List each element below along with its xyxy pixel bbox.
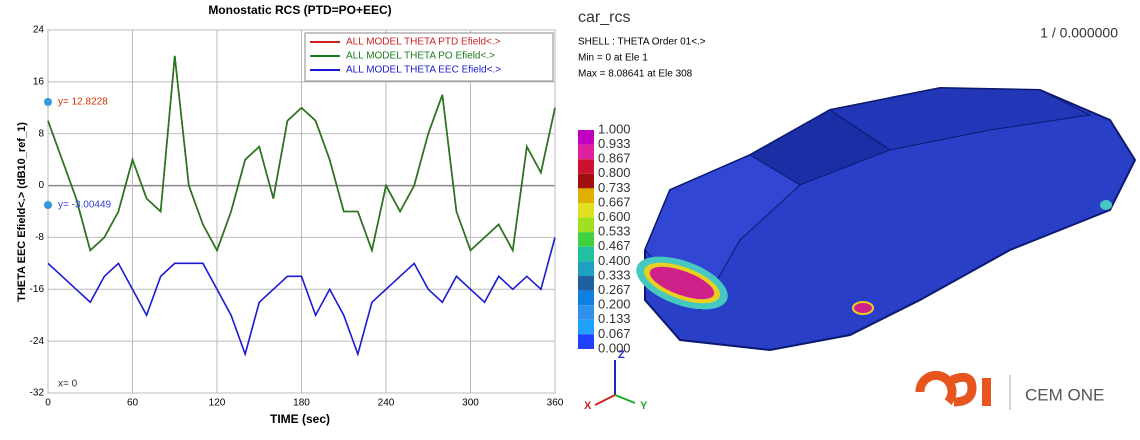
colorbar-label: 0.000 [598,340,631,355]
y-axis-label: THETA EEC Efield<.> (dB10_ref_1) [16,122,28,302]
colorbar-cell [578,173,594,189]
cursor-label: y= 12.8228 [58,97,108,108]
x-tick-label: 60 [127,398,139,409]
y-tick-label: -24 [30,336,45,347]
legend-label: ALL MODEL THETA PO Efield<.> [346,51,495,62]
colorbar-label: 0.267 [598,282,631,297]
colorbar-cell [578,276,594,291]
colorbar-cell [578,130,594,145]
colorbar-cell [578,305,594,320]
brand: CEM ONE [1025,385,1104,404]
max-label: Max = 8.08641 at Ele 308 [578,69,693,80]
y-tick-label: -16 [30,284,45,295]
colorbar-cell [578,217,594,233]
x-tick-label: 120 [209,398,226,409]
car-model [636,86,1137,352]
colorbar-label: 0.867 [598,151,631,166]
axis-label: X [584,400,592,412]
colorbar-label: 0.067 [598,326,631,341]
y-tick-label: 8 [38,128,44,139]
colorbar-label: 0.800 [598,165,631,180]
y-tick-label: -32 [30,388,45,399]
series-line [47,237,556,357]
axis-x [594,394,616,406]
series-line [47,55,556,254]
legend [304,32,554,82]
colorbar-cell [578,319,594,335]
legend-label: ALL MODEL THETA PTD Efield<.> [346,37,501,48]
x-tick-label: 0 [45,398,51,409]
viewer: car_rcs SHELL : THETA Order 01<.> Min = … [578,9,1137,412]
cursor-label: x= 0 [58,379,78,390]
y-tick-label: -8 [35,232,44,243]
colorbar-label: 0.600 [598,209,631,224]
cursor-marker [44,98,52,106]
colorbar-cell [578,246,594,262]
colorbar-cell [578,188,594,203]
colorbar-label: 0.733 [598,180,631,195]
frame-label: 1 / 0.000000 [1040,25,1118,41]
model-name: car_rcs [578,9,630,26]
colorbar-cell [578,334,594,349]
colorbar-cell [578,159,594,174]
x-tick-label: 180 [293,398,310,409]
colorbar-label: 0.933 [598,136,631,151]
colorbar-label: 0.400 [598,253,631,268]
colorbar-cell [578,290,594,306]
x-axis-label: TIME (sec) [270,412,330,426]
colorbar-cell [578,261,594,276]
axis-label: Z [618,349,625,361]
field-name: SHELL : THETA Order 01<.> [578,37,706,48]
axis-label: Y [640,400,648,412]
colorbar-label: 0.667 [598,194,631,209]
min-label: Min = 0 at Ele 1 [578,53,648,64]
legend-label: ALL MODEL THETA EEC Efield<.> [346,65,501,76]
colorbar-label: 0.467 [598,238,631,253]
colorbar-label: 0.533 [598,224,631,239]
colorbar-cell [578,232,594,247]
y-tick-label: 16 [33,76,45,87]
chart: Monostatic RCS (PTD=PO+EEC) TIME (sec) T… [16,3,564,426]
cursor-label: y= -3.00449 [58,200,112,211]
x-tick-label: 240 [378,398,395,409]
colorbar-label: 0.200 [598,297,631,312]
colorbar-label: 1.000 [598,121,631,136]
y-tick-label: 0 [38,180,44,191]
x-tick-label: 300 [462,398,479,409]
colorbar-label: 0.333 [598,267,631,282]
colorbar-cell [578,203,594,218]
colorbar-cell [578,144,594,160]
cursor-marker [44,201,52,209]
y-tick-label: 24 [33,25,45,36]
colorbar-label: 0.133 [598,311,631,326]
chart-title: Monostatic RCS (PTD=PO+EEC) [208,3,391,17]
logo [915,370,1011,410]
x-tick-label: 360 [547,398,564,409]
axis-y [614,394,636,404]
